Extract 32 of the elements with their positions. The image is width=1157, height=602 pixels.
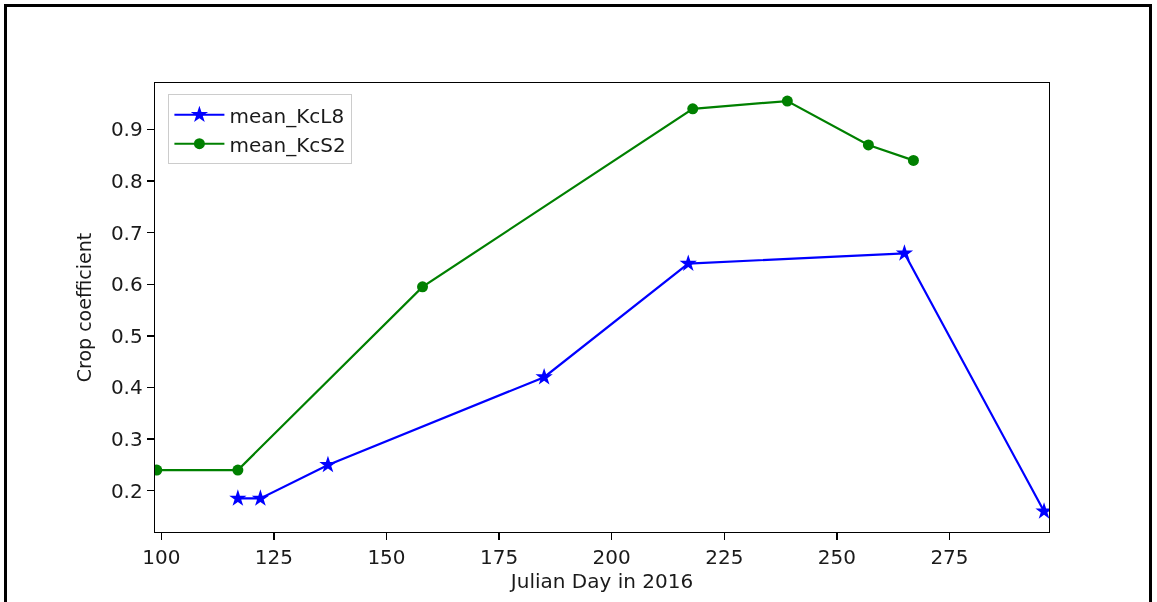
x-tick-label: 150 bbox=[367, 545, 406, 570]
point bbox=[862, 139, 874, 151]
x-tick-label: 225 bbox=[705, 545, 744, 570]
x-tick-label: 275 bbox=[930, 545, 969, 570]
point bbox=[907, 154, 919, 166]
point bbox=[895, 244, 914, 261]
y-tick-label: 0.5 bbox=[110, 323, 143, 348]
point bbox=[687, 103, 699, 115]
y-tick-label: 0.7 bbox=[110, 220, 143, 245]
y-tick-label: 0.9 bbox=[110, 117, 143, 142]
point bbox=[417, 281, 429, 293]
y-axis-title: Crop coefficient bbox=[72, 232, 95, 383]
x-tick-label: 250 bbox=[817, 545, 856, 570]
point bbox=[535, 368, 553, 385]
x-tick-label: 125 bbox=[254, 545, 293, 570]
legend-label: mean_KcL8 bbox=[229, 103, 345, 128]
point bbox=[251, 489, 270, 506]
x-axis-title: Julian Day in 2016 bbox=[508, 569, 694, 594]
x-tick-label: 200 bbox=[592, 545, 631, 570]
point bbox=[229, 489, 247, 506]
y-tick-label: 0.8 bbox=[110, 169, 143, 194]
y-tick-label: 0.3 bbox=[110, 427, 143, 452]
x-tick-label: 100 bbox=[142, 545, 181, 570]
y-tick-label: 0.6 bbox=[110, 272, 143, 297]
legend-label: mean_KcS2 bbox=[229, 132, 346, 157]
point bbox=[319, 455, 337, 473]
point bbox=[781, 95, 793, 107]
point bbox=[232, 464, 244, 476]
point bbox=[679, 254, 697, 271]
y-tick-label: 0.4 bbox=[110, 375, 143, 400]
x-tick-label: 175 bbox=[480, 545, 519, 570]
y-tick-label: 0.2 bbox=[110, 478, 143, 503]
